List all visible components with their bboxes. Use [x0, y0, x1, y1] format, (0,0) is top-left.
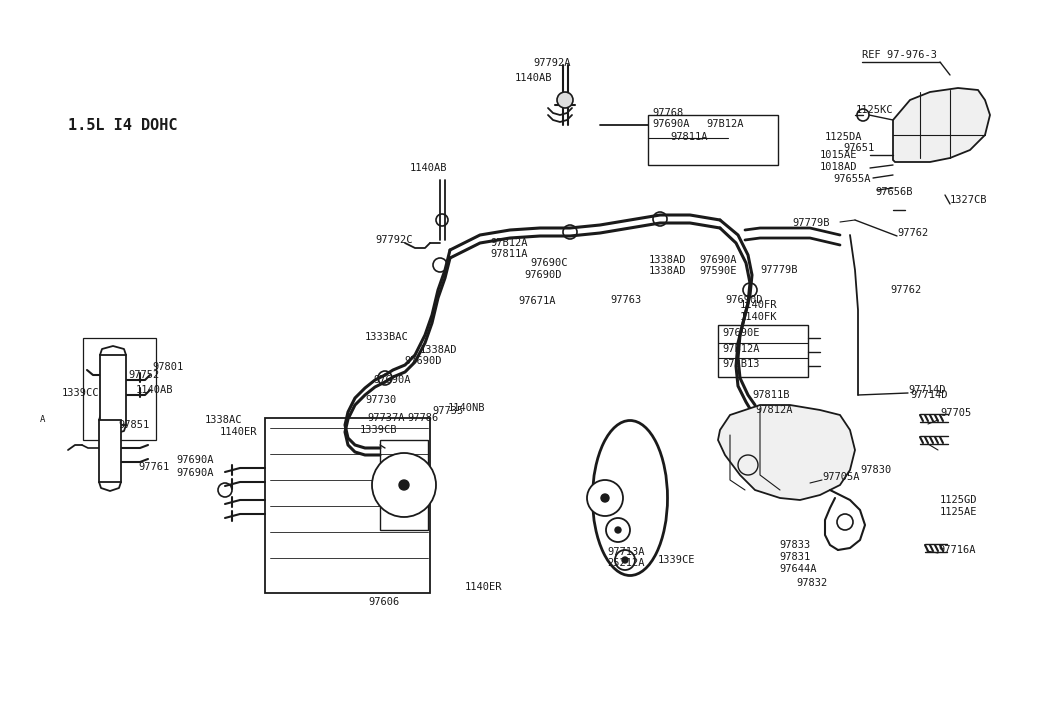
Text: 97730: 97730	[365, 395, 396, 405]
Text: 1125GD: 1125GD	[940, 495, 978, 505]
Circle shape	[622, 557, 628, 563]
Text: 1140AB: 1140AB	[136, 385, 173, 395]
Text: 1140FK: 1140FK	[740, 312, 777, 322]
Text: 1.5L I4 DOHC: 1.5L I4 DOHC	[68, 118, 178, 133]
Bar	[648, 115, 778, 165]
Text: 97705A: 97705A	[822, 472, 860, 482]
Circle shape	[601, 494, 609, 502]
Text: 97833: 97833	[779, 540, 810, 550]
Text: 97644A: 97644A	[779, 564, 816, 574]
Text: 1140ER: 1140ER	[220, 427, 257, 437]
Text: 1339CB: 1339CB	[360, 425, 398, 435]
Text: 97762: 97762	[897, 228, 928, 238]
Text: 97737A: 97737A	[367, 413, 405, 423]
Circle shape	[399, 480, 409, 490]
Text: 97735: 97735	[432, 406, 463, 416]
Text: 97713A: 97713A	[607, 547, 644, 557]
Polygon shape	[893, 88, 990, 162]
Circle shape	[587, 480, 623, 516]
Text: 1125KC: 1125KC	[856, 105, 894, 115]
Text: 97714D: 97714D	[908, 385, 945, 395]
Text: 97690A: 97690A	[176, 468, 214, 478]
Text: 97716A: 97716A	[938, 545, 976, 555]
Bar	[718, 325, 808, 377]
Text: 1140FR: 1140FR	[740, 300, 777, 310]
Circle shape	[615, 550, 635, 570]
Text: 97811A: 97811A	[490, 249, 527, 259]
Text: 1140AB: 1140AB	[410, 163, 448, 173]
Text: 97792C: 97792C	[375, 235, 412, 245]
Text: 97590E: 97590E	[699, 266, 737, 276]
Text: 1125DA: 1125DA	[825, 132, 862, 142]
Text: 97690E: 97690E	[722, 328, 759, 338]
Text: 97690D: 97690D	[725, 295, 762, 305]
Text: 97831: 97831	[779, 552, 810, 562]
Circle shape	[557, 92, 573, 108]
Text: 1015AE: 1015AE	[820, 150, 858, 160]
Text: 1333BAC: 1333BAC	[365, 332, 409, 342]
Text: 97768: 97768	[652, 108, 684, 118]
Text: 97801: 97801	[152, 362, 183, 372]
Text: 1125AE: 1125AE	[940, 507, 978, 517]
Text: 97786: 97786	[407, 413, 438, 423]
Text: 97655A: 97655A	[833, 174, 871, 184]
Text: A: A	[40, 415, 46, 424]
Text: 97832: 97832	[796, 578, 827, 588]
Text: 1339CE: 1339CE	[658, 555, 695, 565]
Text: 97705: 97705	[940, 408, 972, 418]
Circle shape	[372, 453, 436, 517]
Text: 1339CC: 1339CC	[62, 388, 100, 398]
Text: 97714D: 97714D	[910, 390, 947, 400]
Text: 97B12A: 97B12A	[490, 238, 527, 248]
Text: 97606: 97606	[368, 597, 400, 607]
Text: 97690A: 97690A	[176, 455, 214, 465]
Text: 97690D: 97690D	[404, 356, 441, 366]
Text: 97779B: 97779B	[792, 218, 829, 228]
Text: 97671A: 97671A	[518, 296, 556, 306]
Text: 97779B: 97779B	[760, 265, 797, 275]
Text: 97690A: 97690A	[373, 375, 410, 385]
Bar	[99, 420, 121, 482]
Text: 97B12A: 97B12A	[706, 119, 743, 129]
Text: 1018AD: 1018AD	[820, 162, 858, 172]
Bar	[265, 418, 431, 593]
Text: 97690D: 97690D	[524, 270, 561, 280]
Text: 97690C: 97690C	[530, 258, 568, 268]
Text: 97656B: 97656B	[875, 187, 912, 197]
Text: 1140NB: 1140NB	[448, 403, 486, 413]
Text: 97752: 97752	[128, 370, 159, 380]
Text: 1140AB: 1140AB	[514, 73, 553, 83]
Text: 1338AC: 1338AC	[205, 415, 242, 425]
Text: 1338AD: 1338AD	[649, 266, 687, 276]
Circle shape	[615, 527, 621, 533]
Circle shape	[606, 518, 630, 542]
Bar	[83, 338, 156, 440]
Bar	[100, 355, 126, 425]
Text: 25212A: 25212A	[607, 558, 644, 568]
Polygon shape	[718, 405, 855, 500]
Text: 97851: 97851	[118, 420, 149, 430]
Text: 1327CB: 1327CB	[950, 195, 988, 205]
Text: 1140ER: 1140ER	[465, 582, 503, 592]
Text: 97651: 97651	[843, 143, 874, 153]
Text: 97763: 97763	[610, 295, 641, 305]
Text: 97762: 97762	[890, 285, 922, 295]
Text: 1338AD: 1338AD	[649, 255, 687, 265]
Text: 97812A: 97812A	[755, 405, 793, 415]
Text: 97811A: 97811A	[670, 132, 708, 142]
Text: 1338AD: 1338AD	[420, 345, 457, 355]
Text: 97B12A: 97B12A	[722, 344, 759, 354]
Text: 97830: 97830	[860, 465, 891, 475]
Text: 97811B: 97811B	[752, 390, 790, 400]
Text: 97690A: 97690A	[699, 255, 737, 265]
Text: 97792A: 97792A	[533, 58, 571, 68]
Text: REF 97-976-3: REF 97-976-3	[862, 50, 937, 60]
Text: 97761: 97761	[138, 462, 169, 472]
Text: 97690A: 97690A	[652, 119, 690, 129]
Text: 978B13: 978B13	[722, 359, 759, 369]
Bar	[379, 440, 428, 530]
